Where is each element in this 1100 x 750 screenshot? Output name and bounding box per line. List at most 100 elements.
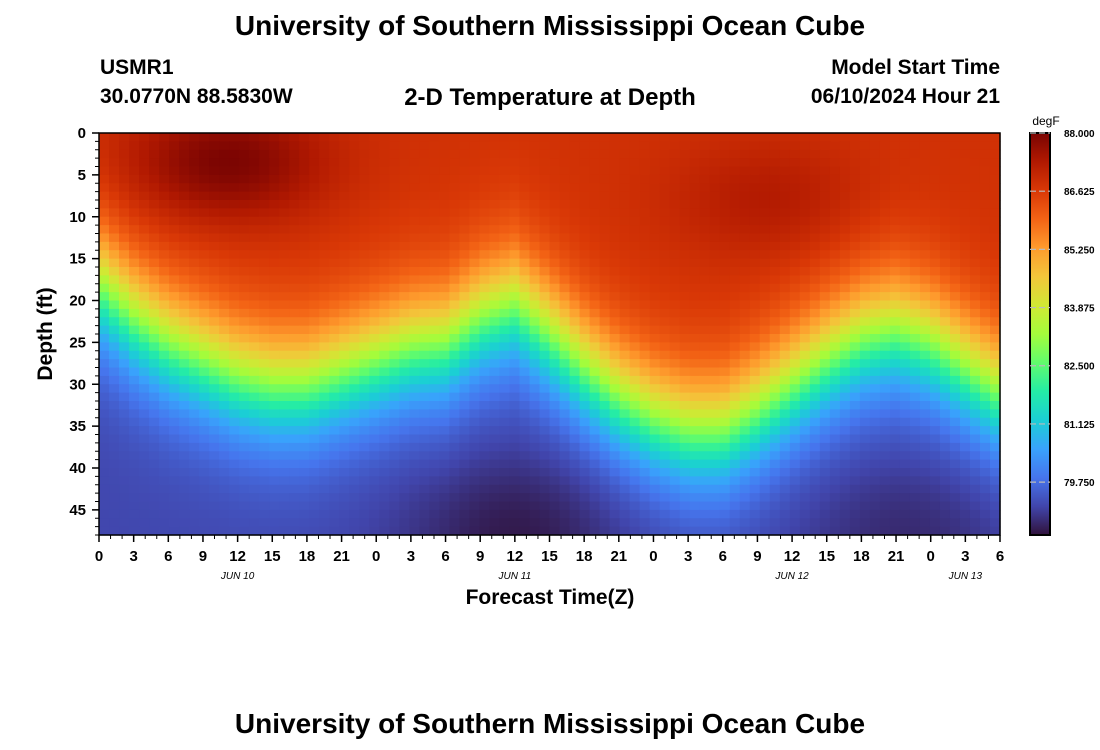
heatmap-cell — [669, 392, 681, 402]
heatmap-cell — [319, 308, 330, 318]
heatmap-cell — [299, 275, 310, 285]
heatmap-cell — [959, 350, 971, 360]
heatmap-cell — [399, 334, 410, 343]
heatmap-cell — [329, 275, 340, 285]
heatmap-cell — [209, 208, 220, 218]
heatmap-cell — [829, 317, 841, 327]
heatmap-cell — [529, 468, 541, 477]
heatmap-cell — [579, 283, 591, 293]
heatmap-cell — [419, 225, 430, 235]
heatmap-cell — [299, 300, 310, 310]
heatmap-cell — [339, 292, 350, 302]
heatmap-cell — [549, 216, 561, 226]
heatmap-cell — [869, 133, 881, 142]
heatmap-cell — [539, 133, 551, 142]
heatmap-cell — [459, 476, 471, 486]
heatmap-cell — [979, 359, 991, 369]
heatmap-cell — [609, 342, 621, 352]
heatmap-cell — [199, 233, 210, 243]
heatmap-cell — [969, 367, 981, 377]
heatmap-cell — [719, 493, 731, 503]
heatmap-cell — [589, 442, 601, 452]
heatmap-cell — [169, 484, 180, 494]
heatmap-cell — [439, 166, 450, 176]
heatmap-cell — [559, 417, 571, 427]
heatmap-cell — [879, 367, 891, 377]
heatmap-cell — [689, 233, 701, 243]
heatmap-cell — [669, 250, 681, 260]
heatmap-cell — [969, 334, 981, 343]
heatmap-cell — [679, 300, 691, 310]
heatmap-cell — [309, 267, 320, 276]
heatmap-cell — [489, 250, 501, 260]
heatmap-cell — [839, 191, 851, 201]
heatmap-cell — [469, 476, 481, 486]
heatmap-cell — [469, 183, 481, 193]
heatmap-cell — [129, 493, 140, 503]
heatmap-cell — [879, 191, 891, 201]
heatmap-cell — [539, 367, 551, 377]
x-tick-label: 0 — [95, 548, 103, 565]
heatmap-cell — [109, 133, 120, 142]
heatmap-cell — [749, 191, 761, 201]
x-tick-label: 6 — [441, 548, 449, 565]
heatmap-cell — [289, 459, 300, 469]
heatmap-cell — [499, 359, 511, 369]
heatmap-cell — [349, 509, 360, 519]
heatmap-cell — [879, 208, 891, 218]
heatmap-cell — [929, 183, 941, 193]
heatmap-cell — [569, 325, 581, 335]
heatmap-cell — [799, 468, 811, 477]
heatmap-cell — [109, 258, 120, 268]
heatmap-cell — [749, 484, 761, 494]
heatmap-cell — [919, 409, 931, 419]
heatmap-cell — [309, 459, 320, 469]
heatmap-cell — [419, 409, 430, 419]
heatmap-cell — [99, 434, 110, 444]
heatmap-cell — [739, 241, 751, 251]
heatmap-cell — [429, 451, 440, 461]
heatmap-cell — [729, 375, 741, 385]
x-tick-label: 3 — [407, 548, 415, 565]
heatmap-cell — [849, 166, 861, 176]
heatmap-cell — [359, 334, 370, 343]
heatmap-cell — [279, 468, 290, 477]
heatmap-cell — [629, 225, 641, 235]
heatmap-cell — [239, 166, 250, 176]
heatmap-cell — [389, 325, 400, 335]
heatmap-cell — [819, 401, 831, 410]
heatmap-cell — [279, 216, 290, 226]
heatmap-cell — [819, 468, 831, 477]
heatmap-cell — [479, 468, 491, 477]
heatmap-cell — [689, 434, 701, 444]
heatmap-cell — [579, 250, 591, 260]
heatmap-cell — [309, 451, 320, 461]
heatmap-cell — [869, 334, 881, 343]
heatmap-cell — [539, 183, 551, 193]
heatmap-cell — [779, 392, 791, 402]
heatmap-cell — [849, 133, 861, 142]
heatmap-cell — [359, 208, 370, 218]
heatmap-cell — [829, 392, 841, 402]
heatmap-cell — [719, 442, 731, 452]
heatmap-cell — [129, 258, 140, 268]
heatmap-cell — [149, 308, 160, 318]
heatmap-cell — [109, 434, 120, 444]
heatmap-cell — [349, 283, 360, 293]
heatmap-cell — [309, 166, 320, 176]
heatmap-cell — [369, 258, 380, 268]
heatmap-cell — [139, 241, 150, 251]
heatmap-cell — [709, 375, 721, 385]
heatmap-cell — [399, 241, 410, 251]
heatmap-cell — [429, 325, 440, 335]
heatmap-cell — [659, 375, 671, 385]
heatmap-cell — [679, 375, 691, 385]
heatmap-cell — [389, 392, 400, 402]
heatmap-cell — [719, 434, 731, 444]
heatmap-cell — [579, 216, 591, 226]
heatmap-cell — [119, 468, 130, 477]
heatmap-cell — [609, 484, 621, 494]
heatmap-cell — [809, 166, 821, 176]
heatmap-cell — [949, 367, 961, 377]
heatmap-cell — [99, 133, 110, 142]
